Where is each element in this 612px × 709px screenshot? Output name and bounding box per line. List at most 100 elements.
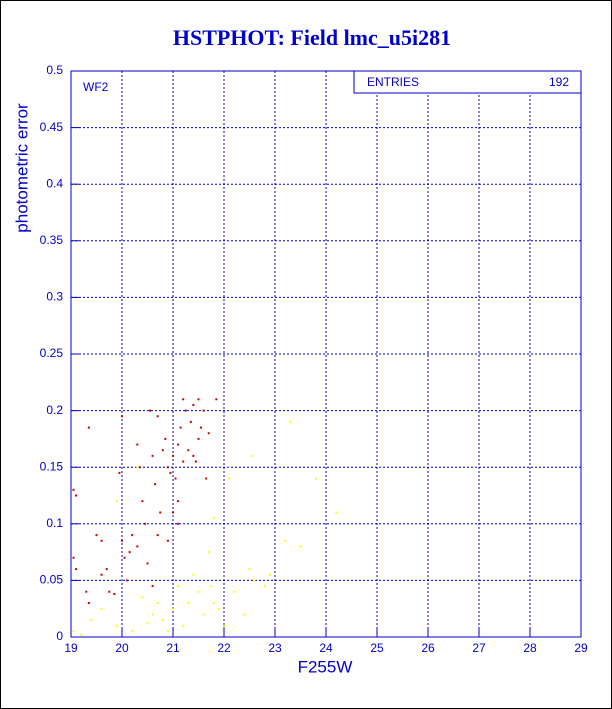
point [194, 460, 197, 463]
point [146, 562, 149, 565]
point [207, 432, 210, 435]
point [118, 471, 121, 474]
point [177, 522, 180, 525]
point [314, 477, 317, 480]
point [192, 454, 195, 457]
point [80, 633, 83, 636]
point [166, 630, 169, 633]
x-tick-label: 21 [166, 641, 180, 655]
point [108, 590, 111, 593]
y-tick-label: 0.05 [40, 573, 64, 587]
x-axis-label: F255W [298, 657, 353, 676]
y-tick-label: 0.3 [46, 290, 63, 304]
point [151, 585, 154, 588]
x-tick-label: 29 [574, 641, 588, 655]
point [131, 630, 134, 633]
point [289, 420, 292, 423]
point [136, 443, 139, 446]
point [200, 426, 203, 429]
point [143, 522, 146, 525]
x-tick-label: 24 [319, 641, 333, 655]
plot-border [70, 70, 582, 638]
point [87, 426, 90, 429]
point [228, 477, 231, 480]
point [141, 596, 144, 599]
point [172, 454, 174, 457]
point [151, 613, 154, 616]
point [197, 398, 200, 401]
point [113, 592, 116, 595]
x-tick-label: 26 [421, 641, 435, 655]
point [100, 539, 103, 542]
point [146, 622, 149, 625]
y-tick-label: 0.35 [40, 233, 64, 247]
y-tick-label: 0 [56, 629, 63, 643]
point [100, 573, 103, 576]
point [161, 619, 164, 622]
point [251, 454, 254, 457]
point [72, 556, 75, 559]
point [156, 415, 159, 418]
point [136, 545, 139, 548]
point [212, 517, 215, 520]
point [197, 590, 200, 593]
point [179, 426, 182, 429]
point [161, 449, 164, 452]
point [115, 624, 118, 627]
x-tick-label: 19 [64, 641, 78, 655]
point [187, 602, 190, 605]
point [182, 398, 185, 401]
point [299, 545, 302, 548]
point [215, 398, 218, 401]
point [172, 607, 174, 610]
point [202, 613, 205, 616]
y-tick-label: 0.45 [40, 120, 64, 134]
point [268, 573, 271, 576]
point [159, 511, 162, 514]
point [156, 534, 159, 537]
point [177, 443, 180, 446]
stats-label: ENTRIES [367, 75, 419, 89]
point [202, 409, 205, 412]
point [182, 460, 185, 463]
y-tick-label: 0.25 [40, 346, 64, 360]
point [197, 437, 200, 440]
y-tick-label: 0.4 [46, 176, 63, 190]
point [154, 483, 157, 486]
point [123, 556, 126, 559]
point [164, 437, 167, 440]
point [243, 613, 246, 616]
point [95, 534, 98, 537]
point [189, 420, 192, 423]
x-tick-label: 22 [217, 641, 231, 655]
x-tick-label: 20 [115, 641, 129, 655]
point [192, 403, 195, 406]
point [166, 466, 169, 469]
point [192, 573, 195, 576]
point [131, 534, 134, 537]
point [138, 466, 141, 469]
point [126, 579, 129, 582]
point [141, 500, 144, 503]
point [115, 500, 118, 503]
point [212, 602, 215, 605]
x-tick-label: 23 [268, 641, 282, 655]
point [184, 409, 187, 412]
chart-title: HSTPHOT: Field lmc_u5i281 [173, 25, 451, 50]
point [105, 568, 108, 571]
point [87, 602, 90, 605]
x-tick-label: 27 [472, 641, 486, 655]
point [128, 551, 131, 554]
point [136, 466, 139, 469]
point [172, 511, 174, 514]
point [149, 409, 152, 412]
y-axis-label: photometric error [12, 103, 31, 233]
point [174, 477, 177, 480]
point [100, 607, 103, 610]
point [217, 607, 220, 610]
point [166, 539, 169, 542]
point [156, 602, 159, 605]
point [121, 539, 123, 542]
x-tick-label: 28 [523, 641, 537, 655]
